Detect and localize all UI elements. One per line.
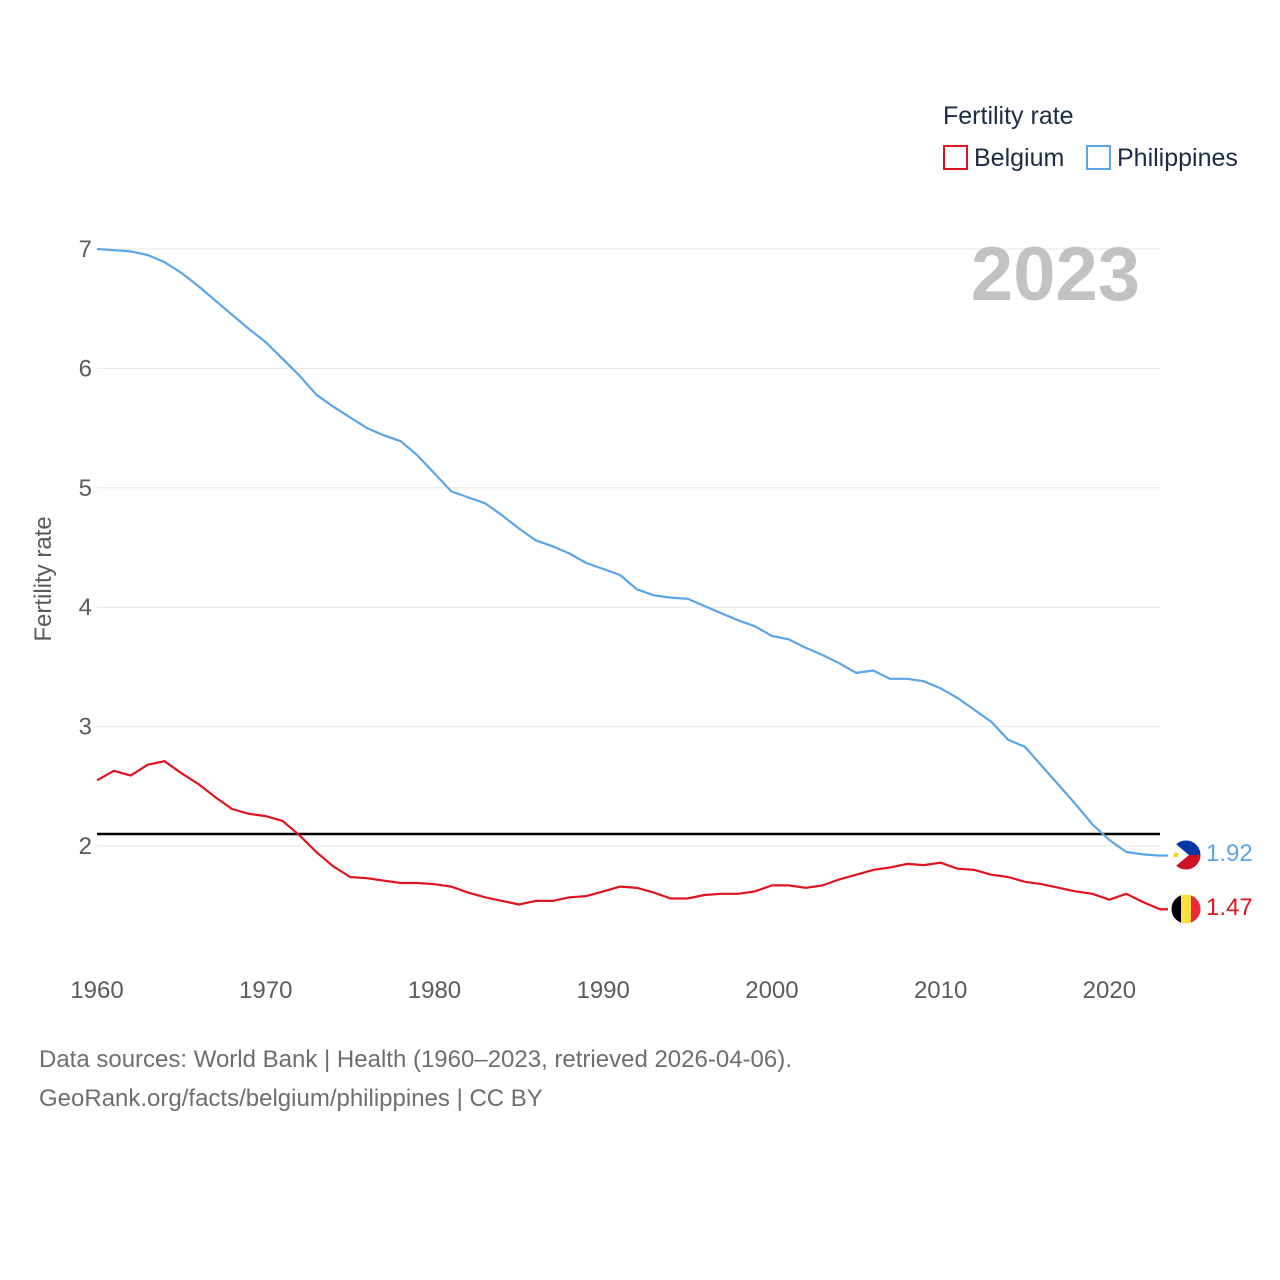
grid-lines xyxy=(97,248,1160,847)
legend-label-philippines: Philippines xyxy=(1117,144,1238,172)
philippines-flag-icon xyxy=(1170,839,1202,871)
attribution-note: GeoRank.org/facts/belgium/philippines | … xyxy=(39,1085,543,1112)
legend: Fertility rate Belgium Philippines xyxy=(943,102,1238,172)
y-tick-label: 2 xyxy=(79,833,92,860)
legend-title: Fertility rate xyxy=(943,102,1074,130)
legend-swatch-philippines xyxy=(1086,145,1111,170)
end-label-philippines: 1.92 xyxy=(1206,840,1253,867)
y-tick-label: 6 xyxy=(79,355,92,382)
end-label-belgium: 1.47 xyxy=(1206,894,1253,921)
y-tick-label: 3 xyxy=(79,714,92,741)
year-label: 2023 xyxy=(971,232,1140,317)
data-sources-note: Data sources: World Bank | Health (1960–… xyxy=(39,1046,792,1073)
x-axis: 1960 1970 1980 1990 2000 2010 2020 xyxy=(70,977,1136,1004)
series-lines xyxy=(96,247,1168,911)
belgium-flag-icon xyxy=(1170,893,1202,925)
x-tick-label: 2010 xyxy=(914,977,967,1004)
y-axis: 2 3 4 5 6 7 xyxy=(79,236,92,860)
series-line-belgium xyxy=(96,760,1161,911)
x-tick-label: 1980 xyxy=(408,977,461,1004)
x-tick-label: 2000 xyxy=(745,977,798,1004)
series-line-philippines xyxy=(96,247,1161,857)
x-tick-label: 2020 xyxy=(1083,977,1136,1004)
x-tick-label: 1970 xyxy=(239,977,292,1004)
y-axis-title: Fertility rate xyxy=(30,516,57,641)
y-tick-label: 4 xyxy=(79,594,92,621)
x-tick-label: 1990 xyxy=(576,977,629,1004)
x-tick-label: 1960 xyxy=(70,977,123,1004)
legend-label-belgium: Belgium xyxy=(974,144,1064,172)
y-tick-label: 5 xyxy=(79,475,92,502)
y-tick-label: 7 xyxy=(79,236,92,263)
legend-swatch-belgium xyxy=(943,145,968,170)
